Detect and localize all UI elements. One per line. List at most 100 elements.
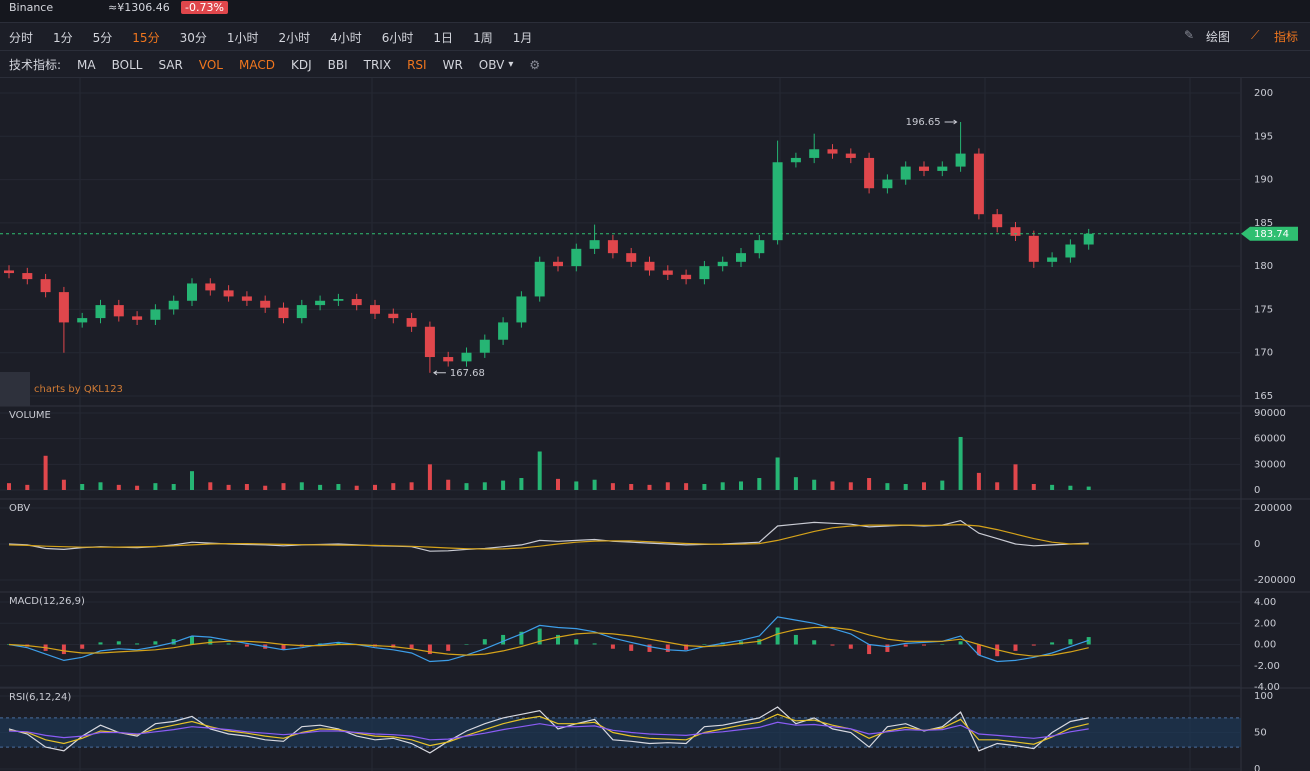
volume-bar bbox=[409, 482, 414, 490]
y-tick-label: 180 bbox=[1254, 261, 1273, 272]
candle-body bbox=[717, 261, 728, 267]
candle-body bbox=[95, 305, 106, 319]
period-button[interactable]: 1小时 bbox=[226, 31, 259, 45]
candle-body bbox=[132, 316, 143, 320]
candle-body bbox=[754, 240, 765, 254]
volume-bar bbox=[427, 464, 432, 490]
price: ≈¥1306.46 bbox=[108, 1, 170, 14]
candle-body bbox=[187, 283, 197, 301]
dropdown-arrow[interactable]: ▾ bbox=[508, 59, 514, 70]
indicator-label: 技术指标: bbox=[9, 58, 62, 72]
indicator-toggle[interactable]: BOLL bbox=[111, 57, 143, 72]
low-label: 167.68 bbox=[450, 368, 485, 379]
exchange[interactable]: Binance bbox=[9, 1, 54, 14]
volume-bar bbox=[940, 480, 945, 490]
volume-bar bbox=[775, 457, 780, 490]
rsi-band bbox=[0, 717, 1241, 748]
macd-bar bbox=[244, 644, 249, 647]
macd-bar bbox=[1050, 642, 1055, 645]
y-tick-label: 0 bbox=[1254, 539, 1260, 550]
candle-body bbox=[626, 253, 637, 262]
last-price-tag bbox=[1241, 226, 1298, 241]
settings-icon[interactable]: ⚙ bbox=[529, 57, 541, 72]
period-button[interactable]: 6小时 bbox=[381, 31, 414, 45]
y-tick-label: 30000 bbox=[1254, 459, 1286, 470]
indicator-toggle[interactable]: SAR bbox=[158, 57, 183, 72]
indicator-button[interactable]: 指标 bbox=[1274, 30, 1299, 44]
y-tick-label: 170 bbox=[1254, 348, 1273, 359]
indicator-icon: ⟋ bbox=[1251, 28, 1260, 42]
period-button[interactable]: 30分 bbox=[179, 31, 207, 45]
period-button[interactable]: 15分 bbox=[132, 31, 160, 45]
y-tick-label: -2.00 bbox=[1254, 661, 1280, 672]
period-button[interactable]: 1日 bbox=[433, 31, 454, 45]
period-button[interactable]: 1周 bbox=[473, 31, 493, 45]
candle-body bbox=[534, 261, 545, 297]
indicator-toggle[interactable]: MACD bbox=[238, 57, 275, 72]
indicator-toggle[interactable]: KDJ bbox=[290, 57, 312, 72]
y-tick-label: 200 bbox=[1254, 88, 1273, 99]
volume-bar bbox=[244, 484, 249, 490]
indicator-toggle[interactable]: TRIX bbox=[363, 57, 392, 72]
series-line bbox=[8, 523, 1089, 550]
period-button[interactable]: 5分 bbox=[92, 31, 113, 45]
candle-body bbox=[992, 214, 1003, 228]
macd-bar bbox=[976, 644, 981, 656]
period-button[interactable]: 4小时 bbox=[330, 31, 362, 45]
candle-body bbox=[699, 266, 710, 280]
candle-body bbox=[809, 149, 820, 158]
volume-bar bbox=[793, 477, 798, 490]
period-button[interactable]: 1分 bbox=[53, 31, 73, 45]
macd-bar bbox=[336, 642, 341, 645]
candle-body bbox=[40, 279, 51, 293]
candle-body bbox=[498, 322, 509, 340]
macd-bar bbox=[226, 643, 231, 645]
watermark: charts by QKL123 bbox=[0, 372, 123, 406]
volume-bar bbox=[336, 484, 341, 490]
volume-bar bbox=[153, 483, 158, 490]
candle-body bbox=[351, 299, 362, 306]
indicator-toggle[interactable]: RSI bbox=[407, 57, 427, 72]
candle-body bbox=[772, 162, 783, 241]
candle-body bbox=[333, 299, 344, 301]
volume-bar bbox=[501, 480, 506, 490]
indicator-toggle[interactable]: WR bbox=[442, 57, 463, 72]
indicator-toggle[interactable]: MA bbox=[77, 57, 96, 72]
period-button[interactable]: 2小时 bbox=[278, 31, 311, 45]
series-line bbox=[8, 616, 1089, 663]
period-button[interactable]: 1月 bbox=[512, 31, 533, 45]
macd-bar bbox=[702, 644, 707, 645]
macd-bar bbox=[684, 644, 689, 650]
high-label: 196.65 bbox=[906, 117, 941, 128]
draw-button[interactable]: 绘图 bbox=[1206, 30, 1231, 44]
y-tick-label: 0 bbox=[1254, 764, 1260, 771]
volume-bar bbox=[464, 483, 469, 490]
macd-bar bbox=[867, 644, 872, 655]
volume-bar bbox=[848, 482, 853, 490]
y-tick-label: 185 bbox=[1254, 218, 1273, 229]
volume-bar bbox=[665, 482, 670, 490]
volume-bar bbox=[208, 482, 213, 490]
candle-body bbox=[571, 248, 582, 267]
macd-bar bbox=[958, 641, 963, 645]
candle-body bbox=[1028, 235, 1039, 262]
volume-bar bbox=[482, 482, 487, 490]
candle-body bbox=[1083, 233, 1094, 245]
indicator-toggle[interactable]: VOL bbox=[198, 57, 223, 72]
y-tick-label: 4.00 bbox=[1254, 597, 1276, 608]
period-bar: 分时 1分 5分 15分 30分 1小时 2小时 4小时 6小时 1日 1周 1月 ✎ 绘图 ⟋ 指标 bbox=[0, 23, 1310, 51]
indicator-toggle[interactable]: OBV bbox=[478, 57, 505, 72]
candle-body bbox=[1065, 244, 1076, 258]
period-button[interactable]: 分时 bbox=[9, 31, 34, 45]
indicator-toggle[interactable]: BBI bbox=[327, 57, 348, 72]
candle-body bbox=[864, 157, 875, 189]
volume-bar bbox=[354, 485, 359, 490]
logo-box bbox=[0, 372, 30, 406]
last-price-label: 183.74 bbox=[1254, 229, 1289, 240]
y-tick-label: 175 bbox=[1254, 304, 1273, 315]
macd-bar bbox=[1031, 644, 1036, 646]
macd-bar bbox=[610, 644, 615, 649]
macd-bar bbox=[409, 644, 414, 649]
